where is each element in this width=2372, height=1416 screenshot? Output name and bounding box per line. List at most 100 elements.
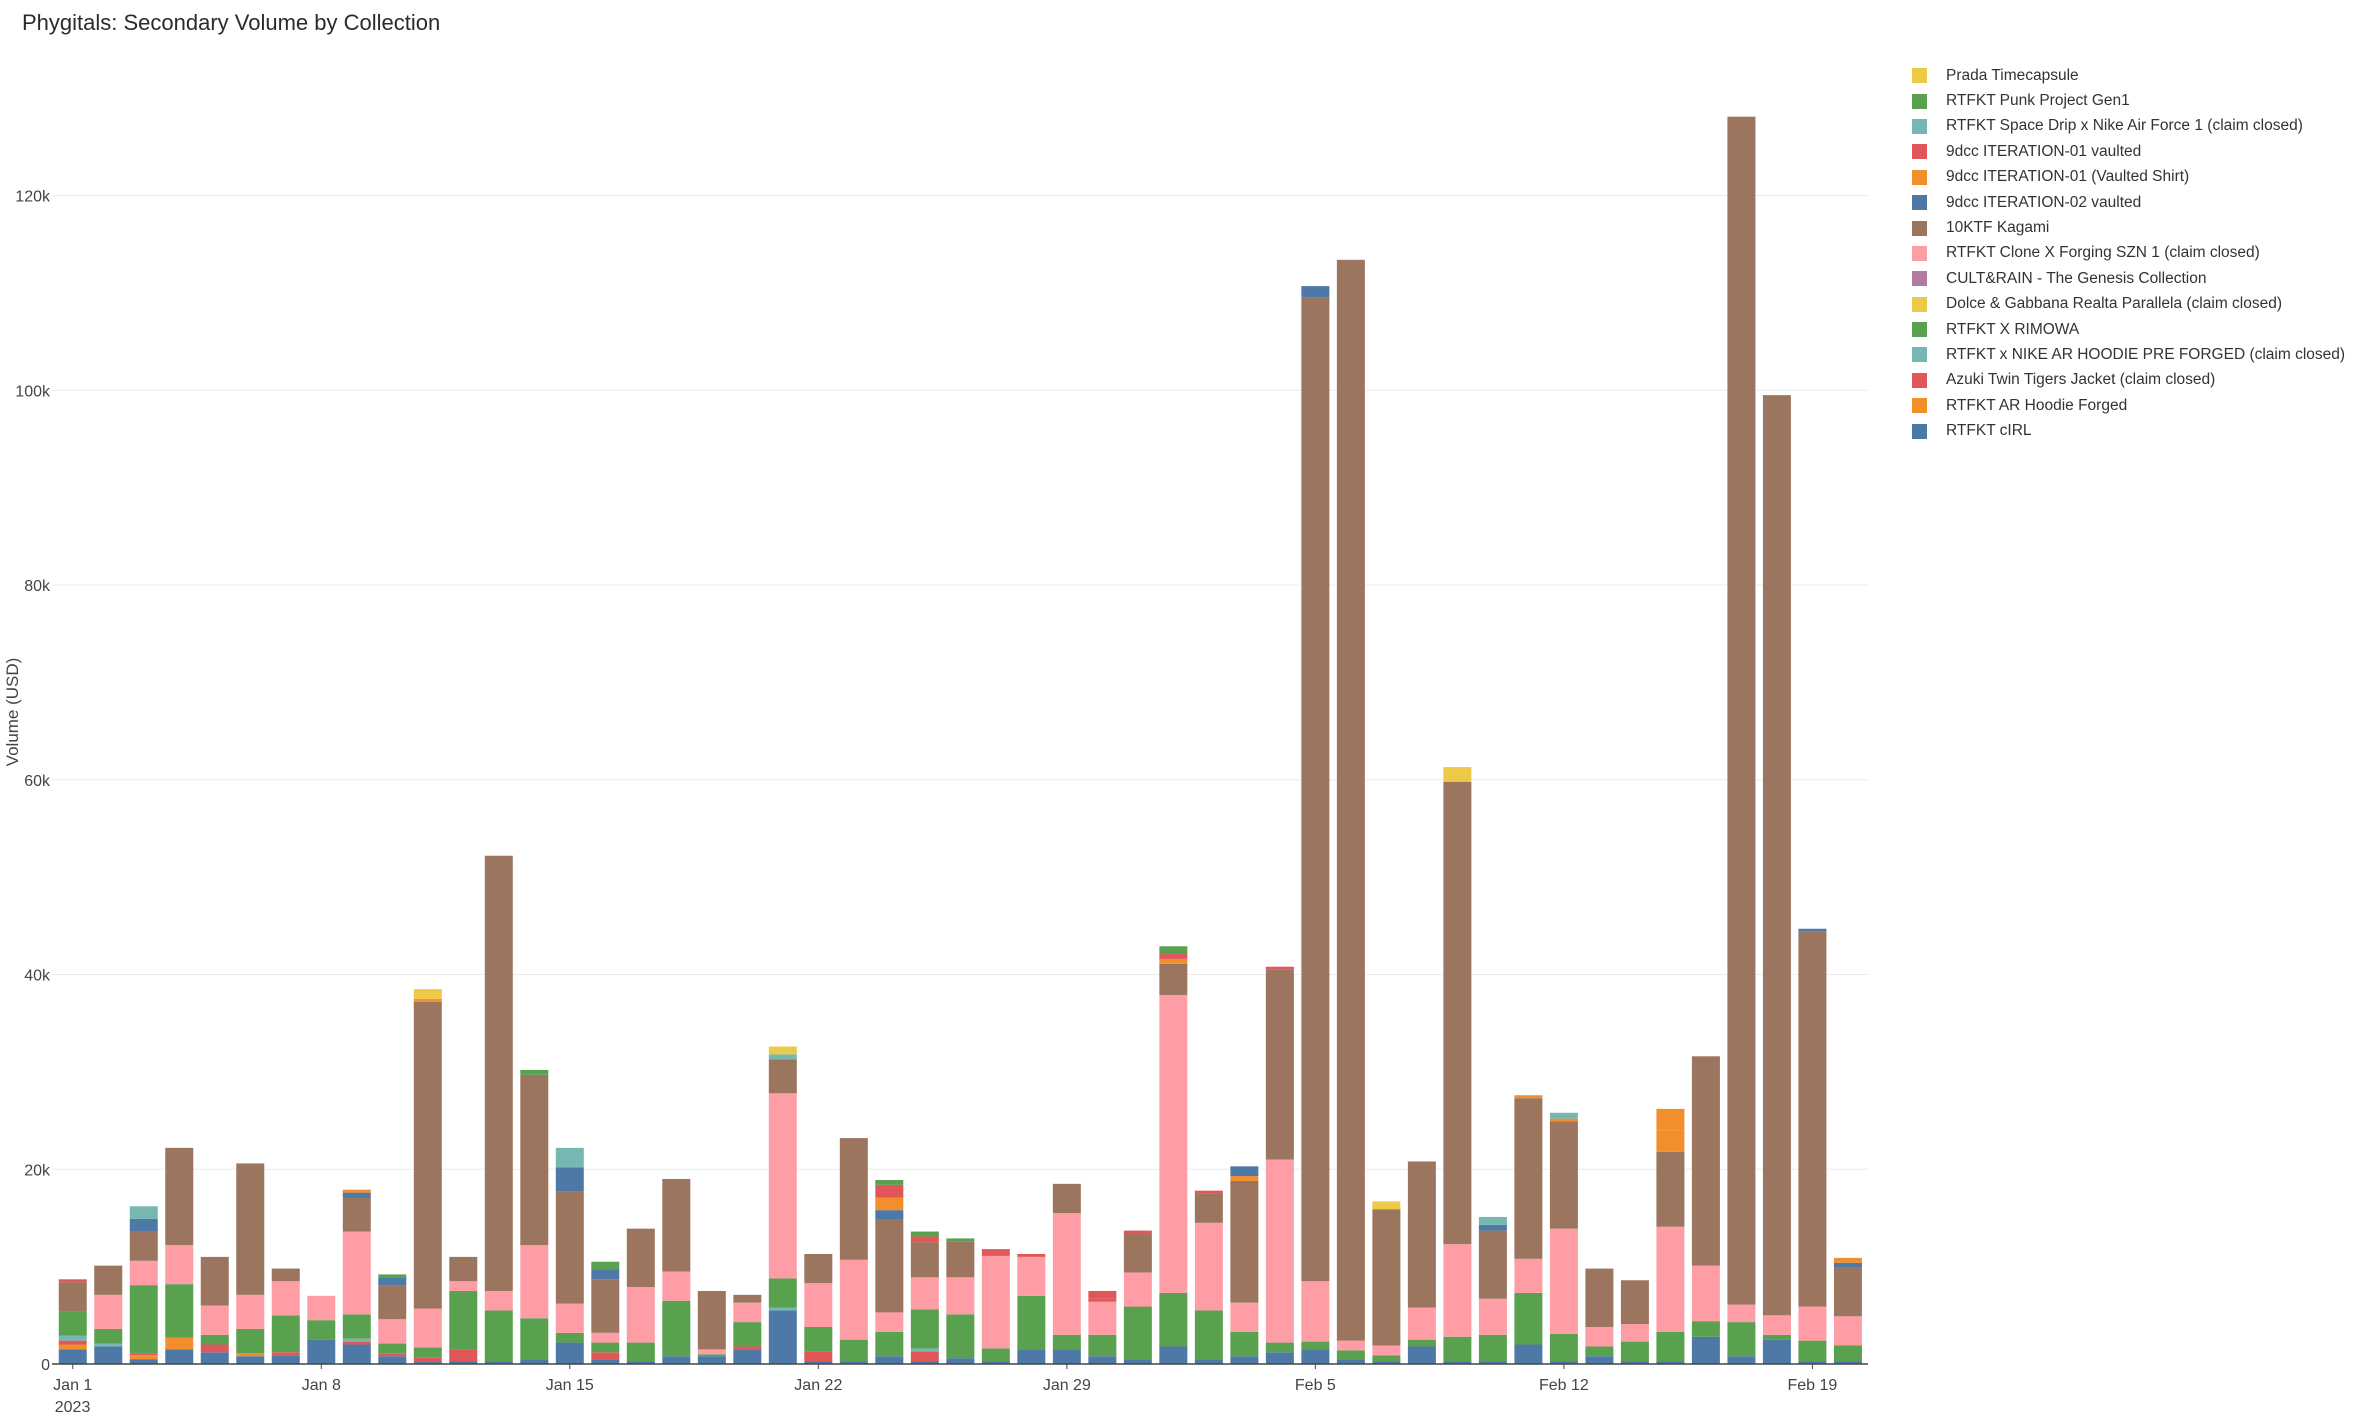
bar-segment[interactable] <box>1052 1183 1081 1214</box>
bar-segment[interactable] <box>1194 1222 1223 1311</box>
bar-segment[interactable] <box>94 1294 123 1329</box>
bar-segment[interactable] <box>1123 1233 1152 1273</box>
bar-segment[interactable] <box>910 1351 939 1362</box>
bar-segment[interactable] <box>1301 1341 1330 1350</box>
bar-segment[interactable] <box>1407 1339 1436 1347</box>
bar-segment[interactable] <box>1478 1361 1507 1364</box>
bar-segment[interactable] <box>804 1283 833 1327</box>
bar-segment[interactable] <box>1798 928 1827 932</box>
bar-segment[interactable] <box>1620 1341 1649 1362</box>
bar-segment[interactable] <box>236 1356 265 1364</box>
legend-item[interactable]: Azuki Twin Tigers Jacket (claim closed) <box>1912 368 2345 393</box>
legend-item[interactable]: Dolce & Gabbana Realta Parallela (claim … <box>1912 292 2345 317</box>
legend-item[interactable]: 10KTF Kagami <box>1912 215 2345 240</box>
bar-segment[interactable] <box>946 1358 975 1364</box>
bar-segment[interactable] <box>839 1259 868 1340</box>
bar-segment[interactable] <box>1017 1256 1046 1296</box>
bar-segment[interactable] <box>626 1287 655 1343</box>
bar-segment[interactable] <box>697 1354 726 1357</box>
bar-segment[interactable] <box>165 1337 194 1350</box>
bar-segment[interactable] <box>1372 1201 1401 1210</box>
bar-segment[interactable] <box>1691 1321 1720 1337</box>
bar-segment[interactable] <box>768 1307 797 1311</box>
bar-segment[interactable] <box>236 1328 265 1354</box>
bar-segment[interactable] <box>946 1314 975 1359</box>
bar-segment[interactable] <box>1514 1344 1543 1364</box>
bar-segment[interactable] <box>1691 1336 1720 1364</box>
bar-segment[interactable] <box>1514 1095 1543 1099</box>
bar-segment[interactable] <box>94 1343 123 1347</box>
bar-segment[interactable] <box>129 1206 158 1219</box>
bar-segment[interactable] <box>271 1268 300 1282</box>
legend-item[interactable]: 9dcc ITERATION-01 (Vaulted Shirt) <box>1912 165 2345 190</box>
bar-segment[interactable] <box>1833 1267 1862 1317</box>
bar-segment[interactable] <box>1762 395 1791 1316</box>
bar-segment[interactable] <box>165 1284 194 1338</box>
bar-segment[interactable] <box>733 1346 762 1350</box>
bar-segment[interactable] <box>236 1294 265 1329</box>
bar-segment[interactable] <box>378 1319 407 1344</box>
bar-segment[interactable] <box>1620 1324 1649 1342</box>
bar-segment[interactable] <box>307 1339 336 1364</box>
bar-segment[interactable] <box>1159 946 1188 955</box>
bar-segment[interactable] <box>1052 1334 1081 1350</box>
bar-segment[interactable] <box>1549 1333 1578 1362</box>
bar-segment[interactable] <box>768 1093 797 1279</box>
bar-segment[interactable] <box>1265 1159 1294 1343</box>
bar-segment[interactable] <box>804 1253 833 1284</box>
bar-segment[interactable] <box>1088 1301 1117 1335</box>
bar-segment[interactable] <box>58 1340 87 1345</box>
bar-segment[interactable] <box>1052 1349 1081 1364</box>
bar-segment[interactable] <box>1798 931 1827 1307</box>
bar-segment[interactable] <box>591 1269 620 1280</box>
bar-segment[interactable] <box>1656 1108 1685 1131</box>
bar-segment[interactable] <box>520 1069 549 1075</box>
bar-segment[interactable] <box>662 1271 691 1301</box>
bar-segment[interactable] <box>1159 963 1188 995</box>
bar-segment[interactable] <box>1265 1352 1294 1364</box>
bar-segment[interactable] <box>1230 1356 1259 1364</box>
bar-segment[interactable] <box>1798 1340 1827 1362</box>
bar-segment[interactable] <box>1372 1361 1401 1364</box>
bar-segment[interactable] <box>165 1245 194 1285</box>
bar-segment[interactable] <box>520 1074 549 1246</box>
bar-segment[interactable] <box>804 1361 833 1364</box>
bar-segment[interactable] <box>342 1192 371 1198</box>
bar-segment[interactable] <box>555 1342 584 1364</box>
bar-segment[interactable] <box>449 1281 478 1291</box>
bar-segment[interactable] <box>1798 1361 1827 1364</box>
bar-segment[interactable] <box>875 1219 904 1313</box>
bar-segment[interactable] <box>1727 1304 1756 1323</box>
bar-segment[interactable] <box>1549 1118 1578 1122</box>
bar-segment[interactable] <box>342 1197 371 1232</box>
bar-segment[interactable] <box>1833 1262 1862 1268</box>
bar-segment[interactable] <box>413 1362 442 1364</box>
bar-segment[interactable] <box>946 1277 975 1315</box>
bar-segment[interactable] <box>1088 1290 1117 1299</box>
bar-segment[interactable] <box>591 1261 620 1270</box>
bar-segment[interactable] <box>910 1242 939 1278</box>
legend-item[interactable]: RTFKT Space Drip x Nike Air Force 1 (cla… <box>1912 114 2345 139</box>
bar-segment[interactable] <box>555 1303 584 1333</box>
bar-segment[interactable] <box>271 1352 300 1356</box>
bar-segment[interactable] <box>1833 1316 1862 1346</box>
bar-segment[interactable] <box>1585 1356 1614 1364</box>
bar-segment[interactable] <box>94 1265 123 1295</box>
bar-segment[interactable] <box>733 1322 762 1347</box>
legend-item[interactable]: RTFKT X RIMOWA <box>1912 317 2345 342</box>
bar-segment[interactable] <box>1407 1161 1436 1308</box>
bar-segment[interactable] <box>839 1339 868 1362</box>
bar-segment[interactable] <box>58 1349 87 1364</box>
bar-segment[interactable] <box>1301 286 1330 298</box>
bar-segment[interactable] <box>804 1351 833 1362</box>
bar-segment[interactable] <box>875 1197 904 1211</box>
bar-segment[interactable] <box>271 1355 300 1364</box>
bar-segment[interactable] <box>733 1294 762 1303</box>
bar-segment[interactable] <box>910 1348 939 1352</box>
bar-segment[interactable] <box>1194 1190 1223 1194</box>
bar-segment[interactable] <box>555 1191 584 1304</box>
bar-segment[interactable] <box>378 1277 407 1286</box>
bar-segment[interactable] <box>1301 1281 1330 1342</box>
bar-segment[interactable] <box>1230 1176 1259 1181</box>
legend-item[interactable]: RTFKT Punk Project Gen1 <box>1912 88 2345 113</box>
